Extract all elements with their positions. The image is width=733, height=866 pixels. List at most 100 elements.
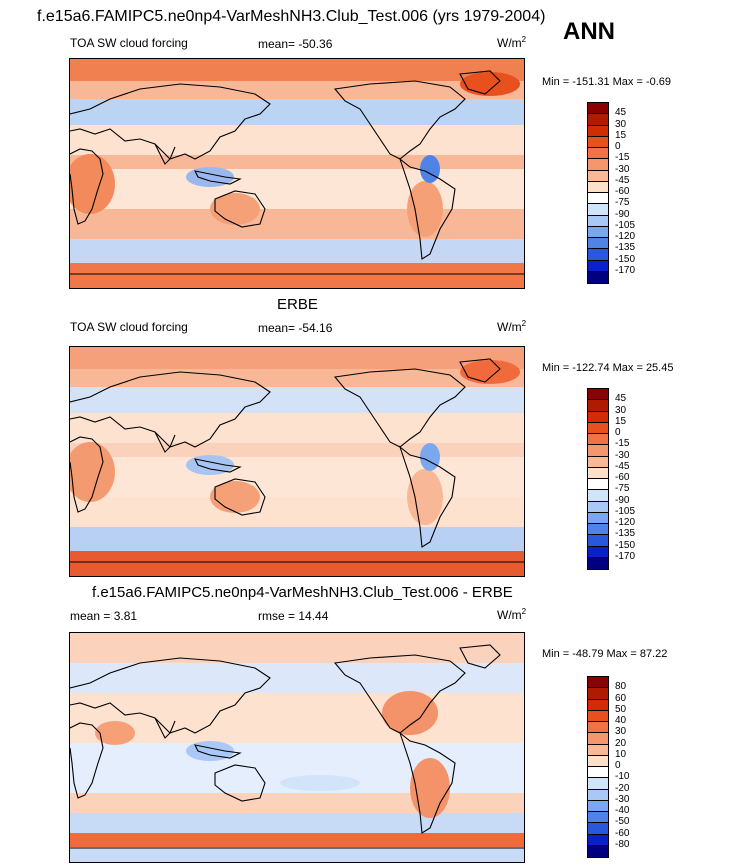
colorbar-tick-label: -135 bbox=[615, 528, 636, 540]
colorbar-swatch bbox=[588, 524, 608, 536]
colorbar-tick-label: -150 bbox=[615, 539, 636, 551]
colorbar-tick-label: 30 bbox=[615, 118, 627, 130]
colorbar-tick-label: 0 bbox=[615, 760, 621, 771]
colorbar-tick-label: 45 bbox=[615, 393, 627, 405]
colorbar-tick-label: 10 bbox=[615, 748, 627, 760]
colorbar-tick-label: -15 bbox=[615, 152, 630, 164]
colorbar-tick-label: -30 bbox=[615, 793, 630, 805]
colorbar-swatch bbox=[588, 710, 608, 722]
colorbar-tick-label: 0 bbox=[615, 427, 621, 438]
colorbar-tick-label: -75 bbox=[615, 197, 630, 209]
colorbar-tick-label: 80 bbox=[615, 681, 627, 693]
coastline bbox=[154, 143, 176, 165]
colorbar-swatch bbox=[588, 170, 608, 182]
colorbar-swatch bbox=[588, 434, 608, 446]
colorbar-swatch bbox=[588, 688, 608, 700]
colorbar-tick-label: -90 bbox=[615, 494, 630, 506]
coastline bbox=[333, 654, 466, 734]
colorbar-swatch bbox=[588, 699, 608, 711]
colorbar-swatch bbox=[588, 204, 608, 216]
colorbar-swatch bbox=[588, 249, 608, 261]
colorbar-tick-label: -45 bbox=[615, 460, 630, 472]
colorbar-tick-label: -135 bbox=[615, 242, 636, 254]
coastline bbox=[214, 764, 266, 802]
itcz-band bbox=[70, 443, 524, 457]
colorbar-tick-label: -60 bbox=[615, 186, 630, 197]
model-map bbox=[69, 58, 525, 289]
minmax-label: Min = -151.31 Max = -0.69 bbox=[542, 76, 672, 88]
colorbar-tick-label: -150 bbox=[615, 253, 636, 265]
colorbar-swatch bbox=[588, 411, 608, 423]
colorbar-swatch bbox=[588, 557, 608, 569]
minmax-label: Min = -48.79 Max = 87.22 bbox=[542, 648, 668, 660]
field-region bbox=[95, 721, 135, 745]
colorbar-swatch bbox=[588, 467, 608, 479]
southern-ocean-band bbox=[70, 239, 524, 263]
coastline bbox=[398, 731, 456, 834]
colorbar-tick-label: -170 bbox=[615, 264, 636, 276]
coastline bbox=[459, 358, 501, 383]
coastline bbox=[333, 80, 466, 160]
tropic-band bbox=[70, 457, 524, 497]
storm-track-band bbox=[70, 387, 524, 413]
colorbar-tick-label: -30 bbox=[615, 163, 630, 175]
colorbar-swatch bbox=[588, 744, 608, 756]
colorbar-tick-label: -60 bbox=[615, 472, 630, 483]
southern-subtropic-band bbox=[70, 497, 524, 527]
field-region bbox=[70, 442, 115, 502]
coastline bbox=[398, 157, 456, 260]
northern-band bbox=[70, 81, 524, 99]
mean-label: mean = 3.81 bbox=[70, 609, 138, 623]
mean-label: mean= -54.16 bbox=[258, 321, 333, 335]
itcz-band bbox=[70, 155, 524, 169]
storm-track-band bbox=[70, 99, 524, 125]
colorbar-tick-label: -15 bbox=[615, 438, 630, 450]
colorbar-tick-label: -170 bbox=[615, 550, 636, 562]
colorbar-swatch bbox=[588, 148, 608, 160]
colorbar-swatch bbox=[588, 103, 608, 115]
southern-subtropic-band bbox=[70, 209, 524, 239]
colorbar-swatch bbox=[588, 226, 608, 238]
colorbar bbox=[587, 102, 609, 284]
mean-label: mean= -50.36 bbox=[258, 37, 333, 51]
colorbar-tick-label: -20 bbox=[615, 782, 630, 794]
colorbar-tick-label: 20 bbox=[615, 737, 627, 749]
coastline bbox=[70, 148, 104, 225]
field-region bbox=[460, 360, 520, 384]
coastline bbox=[70, 371, 271, 448]
colorbar-swatch bbox=[588, 512, 608, 524]
field-region bbox=[407, 469, 443, 525]
arctic-band bbox=[70, 59, 524, 81]
colorbar-swatch bbox=[588, 812, 608, 824]
colorbar-tick-label: -120 bbox=[615, 517, 636, 528]
colorbar-swatch bbox=[588, 114, 608, 126]
colorbar-swatch bbox=[588, 733, 608, 745]
colorbar-tick-label: 30 bbox=[615, 726, 627, 738]
colorbar-tick-label: 60 bbox=[615, 692, 627, 704]
colorbar-tick-label: 50 bbox=[615, 703, 627, 715]
coastline bbox=[194, 744, 242, 759]
coastline bbox=[194, 170, 242, 185]
colorbar bbox=[587, 388, 609, 570]
colorbar-tick-label: 30 bbox=[615, 404, 627, 416]
coastline bbox=[154, 431, 176, 453]
colorbar-swatch bbox=[588, 722, 608, 734]
coastline bbox=[70, 722, 104, 799]
panel-title: f.e15a6.FAMIPC5.ne0np4-VarMeshNH3.Club_T… bbox=[92, 584, 513, 601]
colorbar-tick-label: -10 bbox=[615, 771, 630, 783]
colorbar-tick-label: 45 bbox=[615, 107, 627, 119]
colorbar-swatch bbox=[588, 778, 608, 790]
colorbar-tick-label: -30 bbox=[615, 449, 630, 461]
colorbar-swatch bbox=[588, 490, 608, 502]
field-region bbox=[280, 775, 360, 791]
colorbar-tick-label: 15 bbox=[615, 129, 627, 141]
northern-band bbox=[70, 633, 524, 663]
antarctic-band bbox=[70, 551, 524, 576]
rmse-label: rmse = 14.44 bbox=[258, 609, 329, 623]
colorbar-swatch bbox=[588, 422, 608, 434]
colorbar-swatch bbox=[588, 260, 608, 272]
colorbar-tick-label: -120 bbox=[615, 231, 636, 242]
colorbar-tick-label: 0 bbox=[615, 141, 621, 152]
colorbar-swatch bbox=[588, 159, 608, 171]
colorbar-swatch bbox=[588, 546, 608, 558]
